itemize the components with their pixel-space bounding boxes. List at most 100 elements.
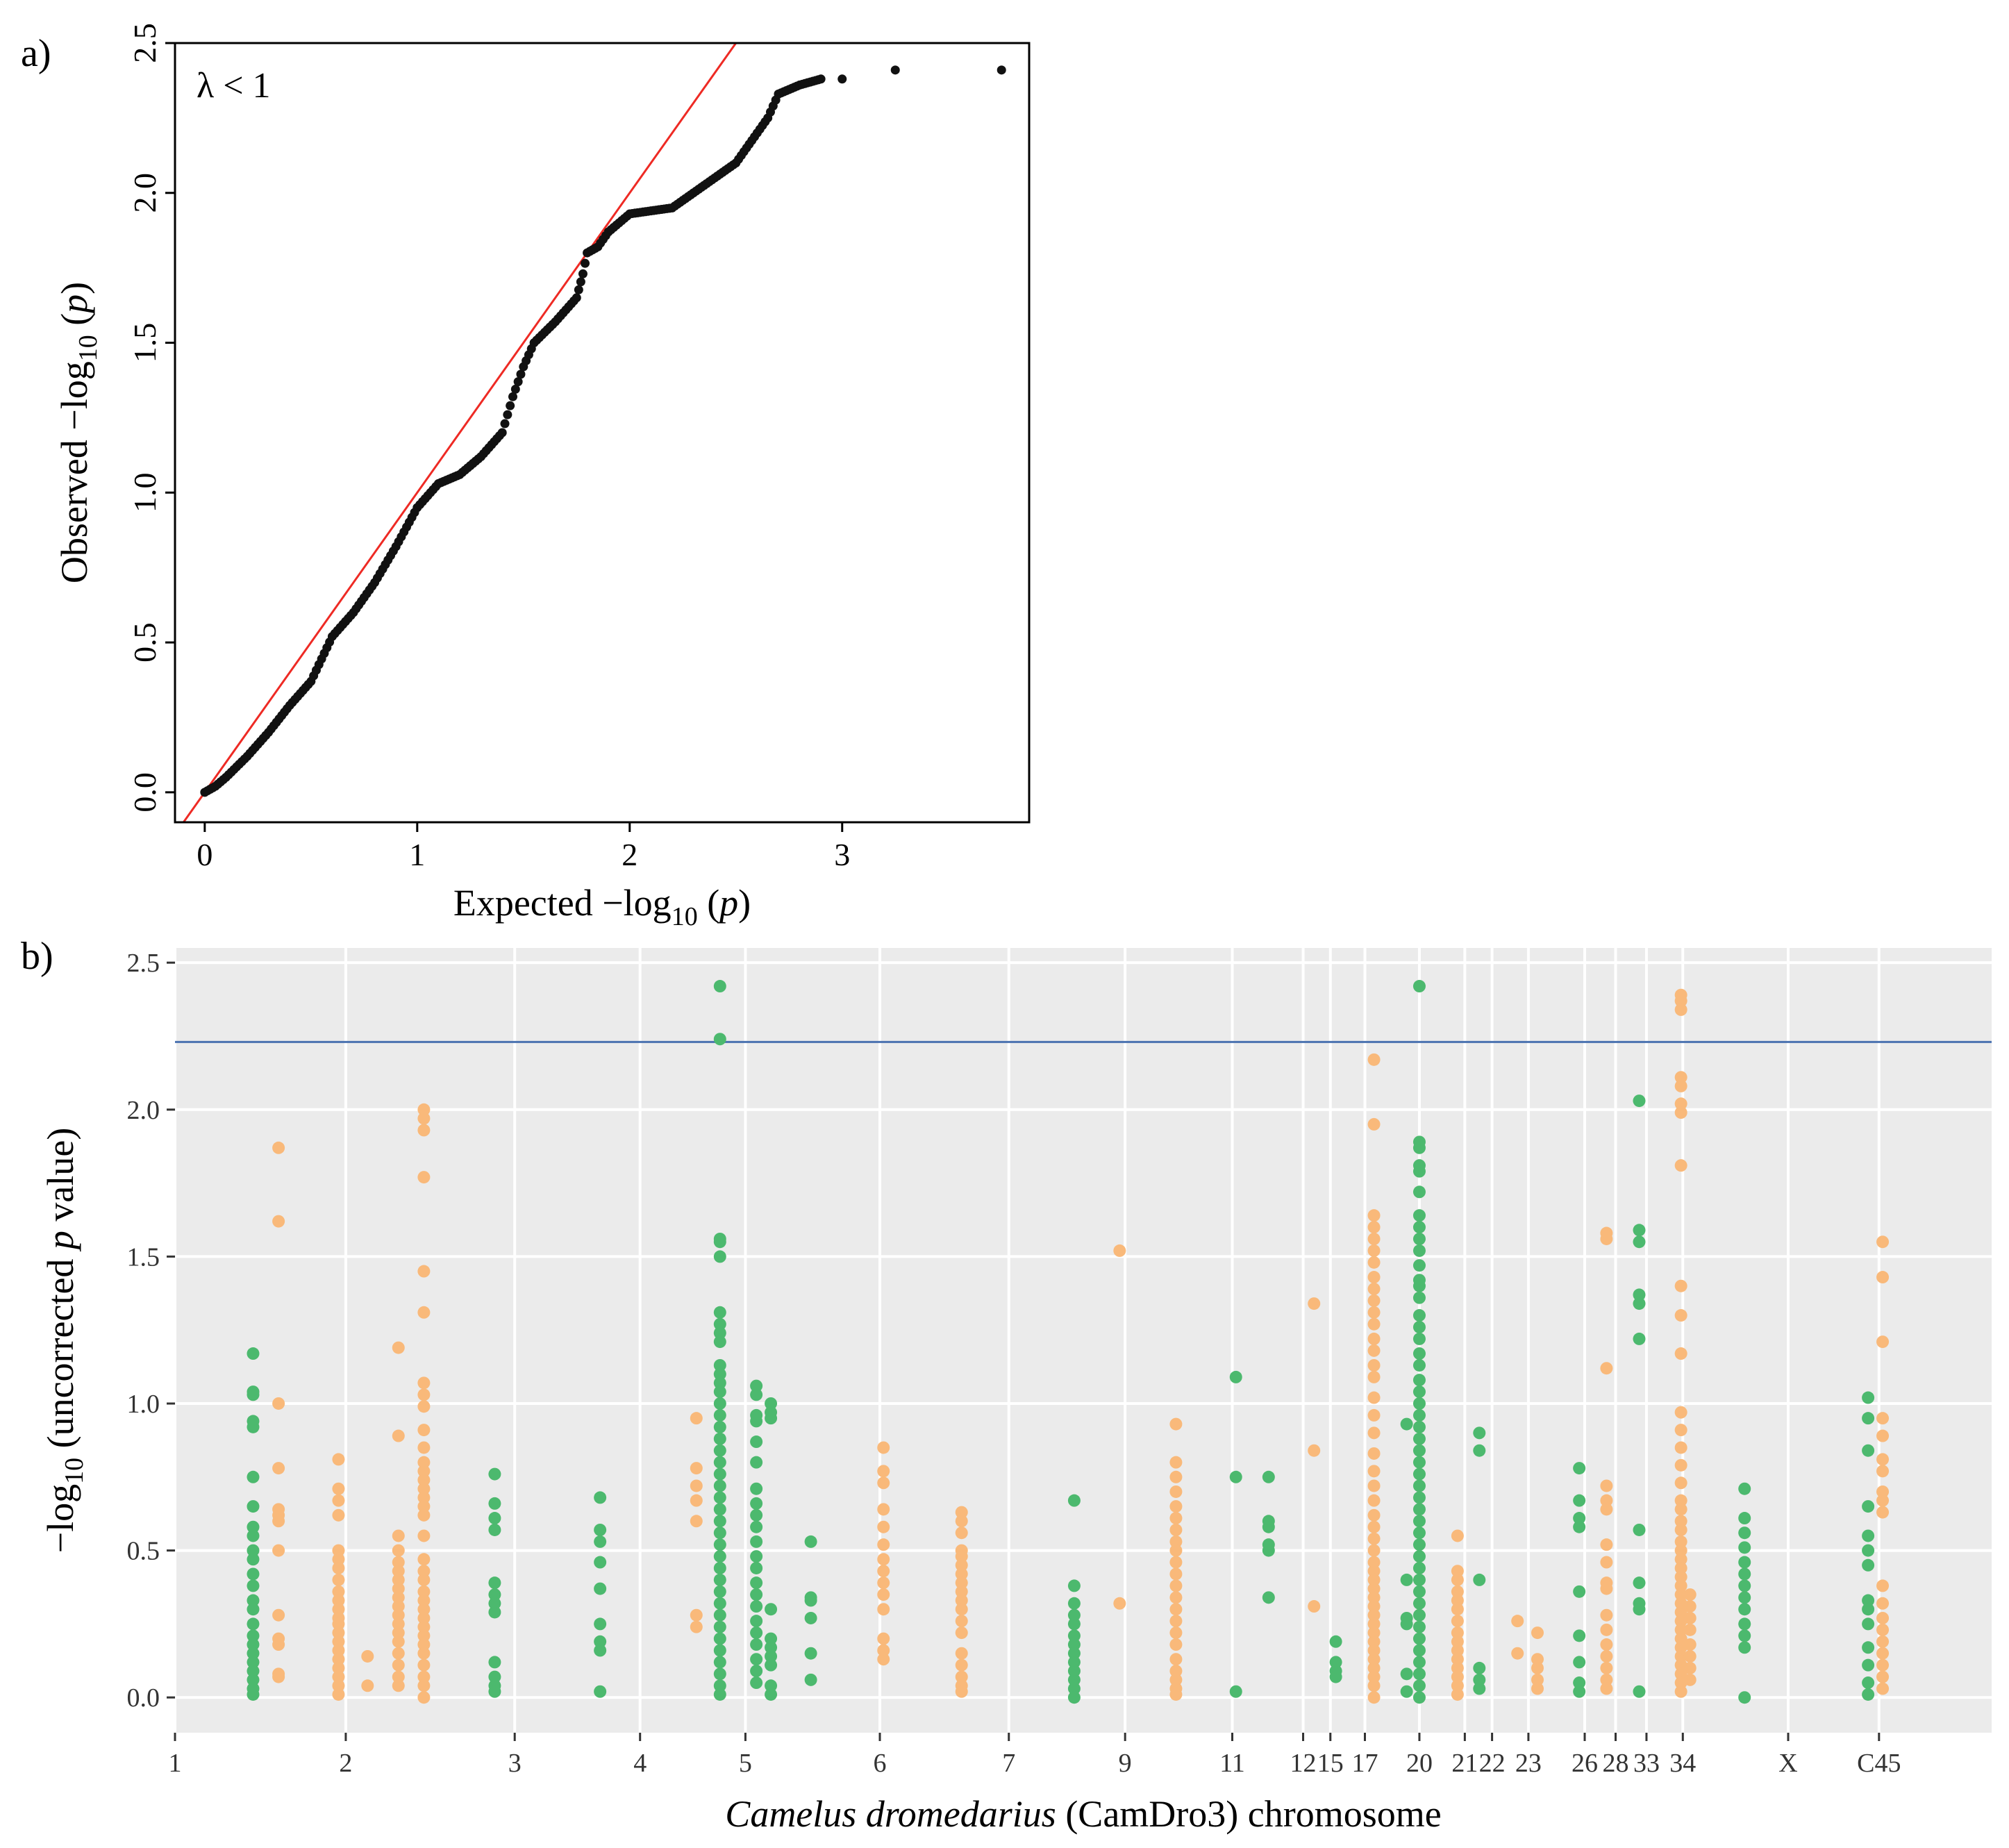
snp-point	[247, 1420, 260, 1433]
snp-point	[1308, 1600, 1321, 1613]
snp-point	[1511, 1647, 1524, 1660]
snp-point	[1367, 1408, 1381, 1422]
snp-point	[1067, 1597, 1081, 1610]
snp-point	[1451, 1653, 1464, 1666]
snp-point	[1262, 1544, 1275, 1557]
snp-point	[1367, 1600, 1381, 1613]
snp-point	[488, 1467, 501, 1481]
snp-point	[247, 1500, 260, 1513]
snp-point	[594, 1617, 607, 1631]
snp-point	[332, 1482, 345, 1495]
snp-point	[750, 1653, 763, 1666]
snp-point	[1531, 1626, 1544, 1640]
snp-point	[594, 1635, 607, 1648]
snp-point	[1400, 1667, 1413, 1681]
snp-point	[1412, 1538, 1426, 1551]
snp-point	[247, 1673, 260, 1686]
snp-point	[1367, 1520, 1381, 1533]
snp-point	[750, 1665, 763, 1678]
snp-point	[1367, 1661, 1381, 1674]
snp-point	[1067, 1494, 1081, 1507]
snp-point	[1412, 1332, 1426, 1345]
snp-point	[417, 1629, 431, 1642]
snp-point	[750, 1676, 763, 1690]
snp-point	[1169, 1544, 1183, 1557]
snp-point	[1738, 1556, 1751, 1569]
snp-point	[1876, 1611, 1890, 1624]
snp-point	[1633, 1094, 1646, 1108]
snp-point	[1600, 1232, 1613, 1245]
qq-plot-panel: a) λ < 1 0 1 2 3 0.0 0.5 1.0 1.5 2.0 2.5 Expecte…	[21, 23, 1031, 931]
snp-point	[713, 1367, 726, 1381]
snp-point	[1367, 1565, 1381, 1578]
snp-point	[1400, 1573, 1413, 1586]
snp-point	[417, 1306, 431, 1319]
snp-point	[1169, 1556, 1183, 1569]
snp-point	[1169, 1523, 1183, 1536]
chromosome-tick-label: 28	[1602, 1749, 1628, 1778]
snp-point	[1600, 1362, 1613, 1375]
chromosome-tick-label: 4	[633, 1749, 647, 1778]
snp-point	[1367, 1532, 1381, 1545]
snp-point	[332, 1679, 345, 1692]
chromosome-tick-label: 12	[1290, 1749, 1317, 1778]
chromosome-tick-label: 21	[1451, 1749, 1478, 1778]
qq-x-tick-label: 0	[197, 837, 212, 872]
snp-point	[690, 1620, 703, 1633]
snp-point	[955, 1670, 968, 1683]
snp-point	[713, 1235, 726, 1249]
snp-point	[1473, 1444, 1486, 1457]
snp-point	[1400, 1417, 1413, 1431]
snp-point	[1169, 1500, 1183, 1513]
qq-point	[572, 293, 581, 303]
snp-point	[1412, 1209, 1426, 1222]
snp-point	[1412, 1467, 1426, 1481]
qq-xlabel-p: p	[717, 882, 738, 924]
snp-point	[272, 1544, 285, 1557]
snp-point	[1876, 1623, 1890, 1636]
qq-point	[816, 74, 826, 84]
snp-point	[1633, 1288, 1646, 1301]
snp-point	[417, 1679, 431, 1692]
snp-point	[417, 1658, 431, 1672]
snp-point	[1531, 1661, 1544, 1674]
qq-point	[837, 74, 847, 84]
snp-point	[690, 1608, 703, 1622]
snp-point	[1412, 1597, 1426, 1610]
snp-point	[1674, 994, 1687, 1008]
snp-point	[1738, 1591, 1751, 1604]
snp-point	[332, 1653, 345, 1666]
snp-point	[1451, 1603, 1464, 1616]
snp-point	[1367, 1653, 1381, 1666]
chromosome-tick-label: 23	[1515, 1749, 1542, 1778]
snp-point	[1367, 1317, 1381, 1331]
chromosome-tick-label: 33	[1633, 1749, 1660, 1778]
snp-point	[1367, 1447, 1381, 1460]
snp-point	[1169, 1665, 1183, 1678]
snp-point	[1633, 1685, 1646, 1698]
snp-point	[765, 1397, 778, 1410]
snp-point	[690, 1462, 703, 1475]
snp-point	[1573, 1585, 1586, 1598]
snp-point	[1367, 1256, 1381, 1269]
snp-point	[488, 1512, 501, 1525]
snp-point	[1451, 1679, 1464, 1692]
snp-point	[1113, 1597, 1126, 1610]
snp-point	[1229, 1470, 1242, 1483]
snp-point	[1367, 1617, 1381, 1631]
snp-point	[247, 1529, 260, 1542]
snp-point	[1633, 1603, 1646, 1616]
snp-point	[750, 1456, 763, 1469]
snp-point	[1367, 1209, 1381, 1222]
snp-point	[392, 1544, 405, 1557]
manhattan-ylabel-main: −log	[40, 1484, 81, 1553]
snp-point	[750, 1497, 763, 1510]
snp-point	[1674, 1424, 1687, 1437]
manhattan-y-tick-label: 2.5	[127, 949, 160, 978]
snp-point	[750, 1561, 763, 1574]
snp-point	[417, 1400, 431, 1413]
snp-point	[1674, 1476, 1687, 1490]
snp-point	[1633, 1576, 1646, 1590]
snp-point	[1412, 1456, 1426, 1469]
snp-point	[1451, 1670, 1464, 1683]
